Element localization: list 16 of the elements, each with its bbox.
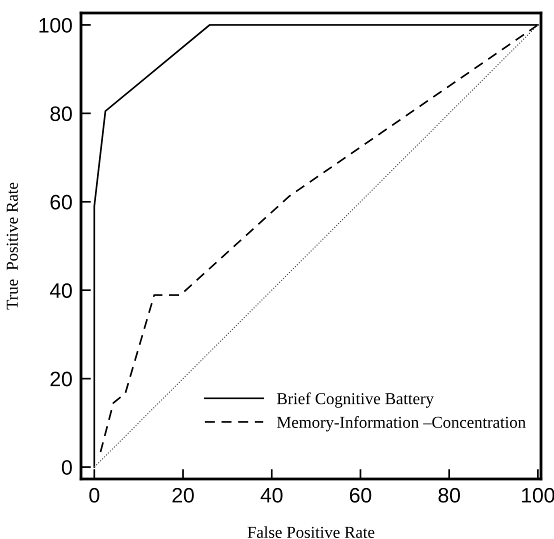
- x-tick-label: 40: [260, 488, 283, 503]
- y-tick-label: 20: [50, 372, 72, 386]
- x-tick-label: 100: [522, 488, 554, 503]
- y-tick-label: 0: [62, 460, 72, 475]
- x-tick-label: 0: [89, 488, 100, 503]
- y-tick-label: 80: [50, 106, 72, 122]
- legend-label: Memory-Information –Concentration: [277, 416, 526, 432]
- y-tick-label: 60: [50, 194, 72, 210]
- y-axis-title: True Positive Rate: [6, 182, 18, 310]
- x-tick-label: 80: [438, 488, 460, 503]
- legend-label: Brief Cognitive Battery: [277, 392, 434, 408]
- y-tick-label: 40: [50, 283, 72, 298]
- y-tick-label: 100: [40, 18, 72, 33]
- x-axis-title: False Positive Rate: [248, 526, 374, 538]
- x-tick-label: 20: [172, 488, 194, 503]
- x-tick-label: 60: [350, 488, 372, 503]
